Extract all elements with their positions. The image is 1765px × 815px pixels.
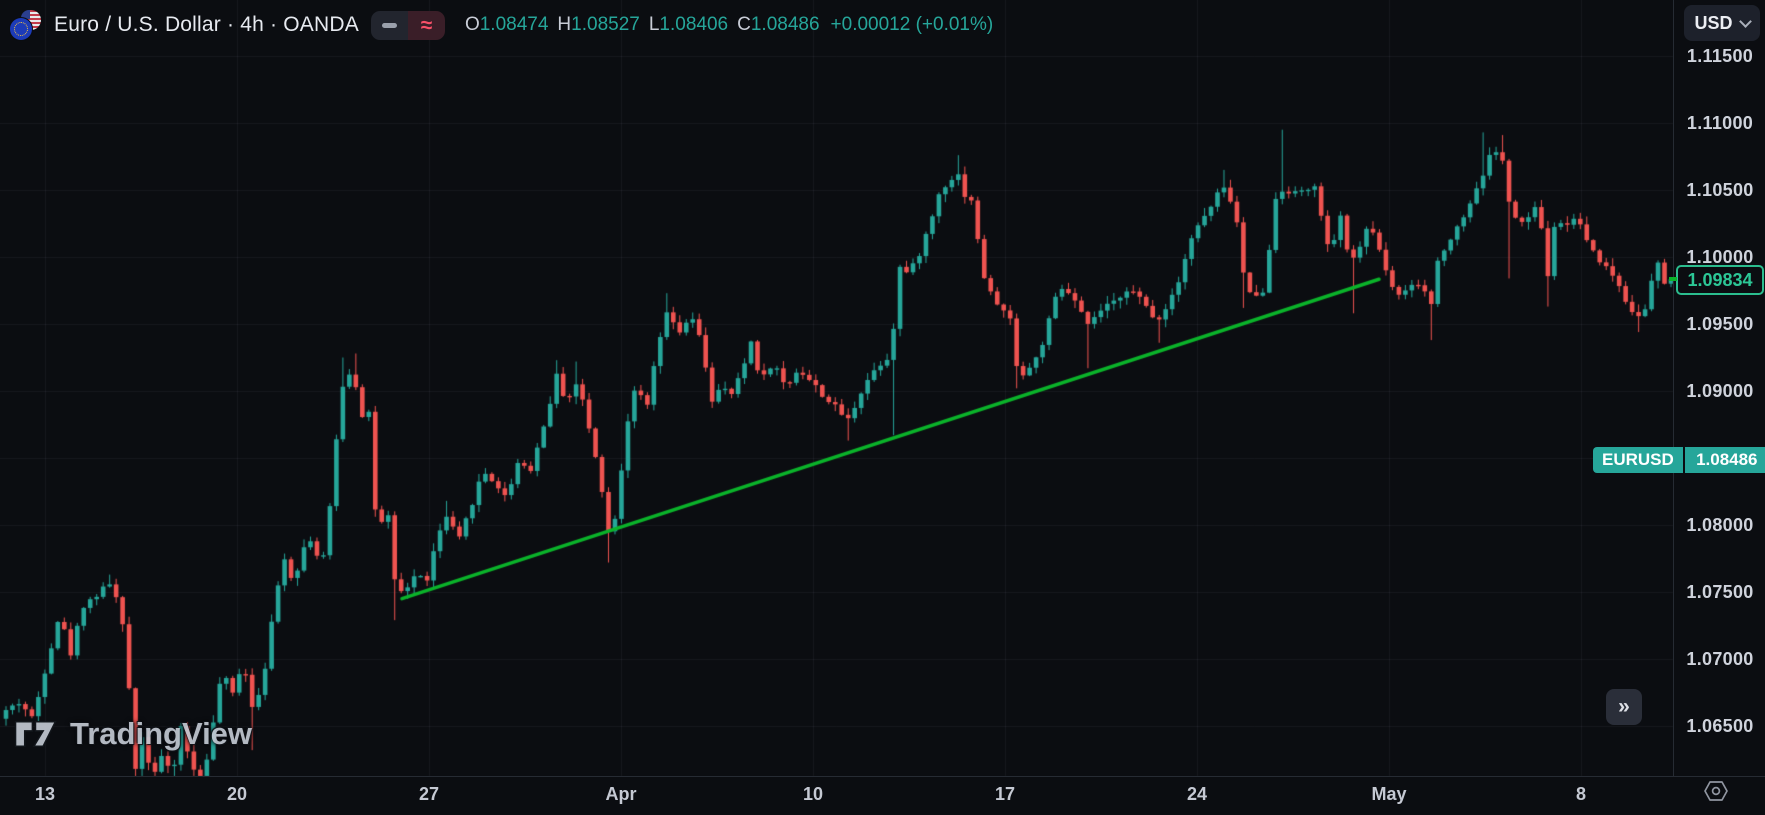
price-axis-label: 1.11500 [1686,46,1754,66]
close-label: C [737,14,751,35]
tradingview-logo-icon [14,720,57,748]
price-axis-label: 1.10000 [1686,247,1754,267]
delayed-data-waves-icon[interactable]: ≈ [407,10,445,40]
time-axis-label: 20 [226,784,248,804]
time-axis-label: 27 [418,784,440,804]
currency-dropdown[interactable]: USD [1684,5,1760,41]
low-value: 1.08406 [659,14,729,35]
dash-badge-icon[interactable] [370,10,408,40]
trendline-price-label[interactable]: 1.09834 [1669,265,1764,296]
trendline-axis-tick [1669,277,1677,282]
high-value: 1.08527 [571,14,640,35]
open-value: 1.08474 [479,14,549,35]
time-axis-label: May [1371,784,1407,804]
currency-label: USD [1694,12,1733,33]
price-axis-label: 1.07500 [1686,582,1754,602]
market-status-badges: ≈ [370,10,445,40]
price-axis-label: 1.06500 [1686,716,1754,736]
time-axis-label: 17 [994,784,1016,804]
last-price-label: EURUSD 1.08486 [1593,446,1765,473]
symbol-title[interactable]: Euro / U.S. Dollar · 4h · OANDA [54,13,359,36]
price-axis-label: 1.10500 [1686,180,1754,200]
eu-us-flags-icon [10,9,42,41]
time-axis[interactable]: 13 20 27 Apr 10 17 24 May 8 [0,776,1765,815]
time-axis-label: Apr [605,784,637,804]
price-scale-settings-gear-icon[interactable] [1703,780,1729,807]
ohlc-readout: O1.08474 H1.08527 L1.08406 C1.08486 +0.0… [465,14,993,36]
price-axis-label: 1.08000 [1686,515,1754,535]
price-axis-label: 1.07000 [1686,649,1754,669]
price-axis[interactable]: 1.11500 1.11000 1.10500 1.10000 1.09500 1.090… [1673,0,1765,776]
time-axis-label: 13 [34,784,56,804]
eu-flag-icon [10,18,32,40]
last-price-value: 1.08486 [1682,446,1765,473]
time-axis-label: 10 [802,784,824,804]
price-axis-label: 1.09000 [1686,381,1754,401]
tradingview-watermark: TradingView [14,716,252,752]
high-label: H [557,14,572,35]
time-axis-label: 8 [1575,784,1587,804]
price-axis-label: 1.11000 [1686,113,1754,133]
time-axis-label: 24 [1186,784,1208,804]
price-axis-label: 1.09500 [1686,314,1754,334]
symbol-badge: EURUSD [1593,446,1683,473]
open-label: O [464,14,480,35]
close-value: 1.08486 [750,14,820,35]
low-label: L [648,14,660,35]
watermark-text: TradingView [70,716,253,751]
scroll-to-realtime-button[interactable]: » [1606,689,1642,725]
chevron-down-icon [1738,14,1752,28]
trendline-price-text: 1.09834 [1687,269,1753,290]
chart-header: Euro / U.S. Dollar · 4h · OANDA ≈ O1.084… [10,6,993,44]
change-value: +0.00012 (+0.01%) [830,14,994,35]
